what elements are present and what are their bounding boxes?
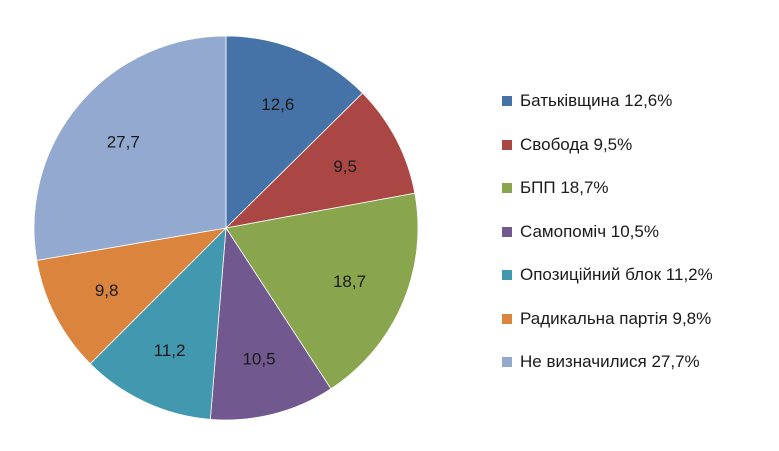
legend-item: Опозиційний блок 11,2% xyxy=(502,265,713,285)
pie-slice xyxy=(225,192,419,390)
legend-swatch xyxy=(502,183,512,193)
slice-data-label: 27,7 xyxy=(107,132,140,151)
pie-slice xyxy=(209,226,332,421)
legend-swatch xyxy=(502,139,512,150)
legend-swatch xyxy=(502,96,512,106)
legend-item: Свобода 9,5% xyxy=(502,135,713,155)
legend-label: БПП 18,7% xyxy=(520,178,609,197)
legend-swatch xyxy=(502,226,512,237)
chart-legend: Батьківщина 12,6% Свобода 9,5% БПП 18,7%… xyxy=(502,91,713,396)
pie-slice xyxy=(89,226,227,420)
legend-label: Не визначилися 27,7% xyxy=(520,352,700,371)
legend-item: Радикальна партія 9,8% xyxy=(502,309,713,329)
legend-swatch xyxy=(502,313,512,324)
legend-label: Батьківщина 12,6% xyxy=(520,91,673,110)
legend-swatch xyxy=(502,270,512,280)
pie-slice xyxy=(33,35,227,261)
pie-slice xyxy=(225,35,364,229)
legend-label: Радикальна партія 9,8% xyxy=(520,308,712,328)
slice-data-label: 10,5 xyxy=(242,349,275,368)
legend-item: Самопоміч 10,5% xyxy=(502,222,713,242)
legend-label: Свобода 9,5% xyxy=(520,134,633,154)
legend-item: Не визначилися 27,7% xyxy=(502,352,713,372)
slice-data-label: 9,8 xyxy=(95,281,119,300)
slice-data-label: 9,5 xyxy=(333,157,357,176)
pie-slice xyxy=(36,227,228,365)
legend-label: Самопоміч 10,5% xyxy=(520,221,659,241)
pie-slice xyxy=(224,92,416,229)
legend-label: Опозиційний блок 11,2% xyxy=(520,265,713,284)
legend-swatch xyxy=(502,357,512,367)
slice-data-label: 11,2 xyxy=(154,341,186,360)
slice-data-label: 18,7 xyxy=(333,272,366,291)
legend-item: БПП 18,7% xyxy=(502,178,713,198)
slice-data-label: 12,6 xyxy=(261,95,294,114)
legend-item: Батьківщина 12,6% xyxy=(502,91,713,111)
